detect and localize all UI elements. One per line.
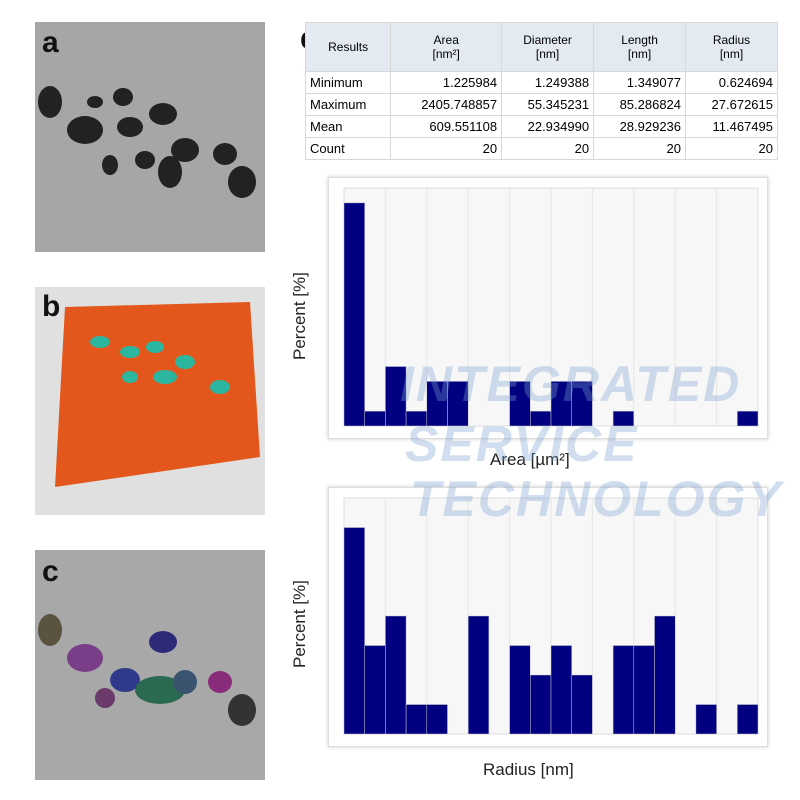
table-cell: Count: [304, 137, 392, 160]
table-row: Maximum 2405.748857 55.345231 85.286824 27.6…: [304, 93, 778, 116]
table-cell: 1.249388: [501, 71, 595, 94]
watermark: TECHNOLOGY: [410, 471, 783, 527]
header-cell: Results: [304, 22, 392, 72]
table-row: Mean 609.551108 22.934990 28.929236 11.46749…: [304, 115, 778, 138]
results-table: Results Area [nm²] Diameter [nm] Length [nm…: [304, 22, 778, 160]
watermark: SERVICE: [405, 416, 639, 472]
bar: [695, 704, 717, 735]
afm-surface: [55, 302, 260, 487]
bar: [385, 366, 407, 427]
watermark: INTEGRATED: [400, 356, 742, 412]
table-cell: 22.934990: [501, 115, 595, 138]
panel-label: c: [42, 555, 59, 588]
table-cell: Maximum: [304, 93, 392, 116]
x-axis-title: Area [µm²]: [490, 450, 570, 469]
bar: [364, 645, 386, 735]
chart-frame: [328, 487, 768, 747]
bar: [343, 202, 365, 427]
table-cell: 20: [593, 137, 687, 160]
table-cell: 1.225984: [390, 71, 503, 94]
bar: [509, 645, 531, 735]
table-cell: 85.286824: [593, 93, 687, 116]
header-cell: Radius [nm]: [685, 22, 778, 72]
table-row: Minimum 1.225984 1.249388 1.349077 0.624694: [304, 71, 778, 94]
header-cell: Length [nm]: [593, 22, 687, 72]
chart-frame: [328, 177, 768, 439]
bar: [737, 410, 759, 427]
y-axis-title: Percent [%]: [290, 272, 309, 360]
bar: [571, 381, 593, 427]
bar: [426, 704, 448, 735]
x-axis-title: Radius [nm]: [483, 760, 574, 779]
histogram: [343, 497, 759, 735]
bar: [509, 381, 531, 427]
table-cell: 1.349077: [593, 71, 687, 94]
y-axis-title: Percent [%]: [290, 580, 309, 668]
bar: [343, 527, 365, 735]
colored-particles: [38, 614, 256, 726]
header-cell: Area [nm²]: [390, 22, 503, 72]
panel-label: a: [42, 26, 59, 59]
afm-image: [35, 287, 265, 515]
table-cell: Minimum: [304, 71, 392, 94]
table-cell: 27.672615: [685, 93, 778, 116]
header-row: Results Area [nm²] Diameter [nm] Length [nm…: [304, 22, 778, 72]
bar: [405, 704, 428, 735]
bar: [530, 674, 552, 735]
bar: [571, 674, 593, 735]
bar: [737, 704, 759, 735]
table-row: Count 20 20 20 20: [304, 137, 778, 160]
table-cell: 0.624694: [685, 71, 778, 94]
bar: [654, 615, 676, 735]
bar: [550, 645, 572, 735]
bar: [633, 645, 655, 735]
bar: [447, 381, 469, 427]
table-cell: 20: [685, 137, 778, 160]
segmented-image: [35, 550, 265, 780]
table-cell: 609.551108: [390, 115, 503, 138]
header-cell: Diameter [nm]: [501, 22, 595, 72]
histogram: [343, 187, 759, 427]
bar: [612, 410, 635, 427]
bar: [612, 645, 635, 735]
table-cell: Mean: [304, 115, 392, 138]
bar: [364, 410, 386, 427]
table-cell: 28.929236: [593, 115, 687, 138]
bar: [467, 615, 490, 735]
table-cell: 20: [390, 137, 503, 160]
particles: [38, 86, 256, 198]
table-cell: 20: [501, 137, 595, 160]
tem-image: [35, 22, 265, 252]
bar: [385, 615, 407, 735]
table-cell: 55.345231: [501, 93, 595, 116]
panel-label: b: [42, 290, 61, 323]
table-cell: 2405.748857: [390, 93, 503, 116]
table-cell: 11.467495: [685, 115, 778, 138]
